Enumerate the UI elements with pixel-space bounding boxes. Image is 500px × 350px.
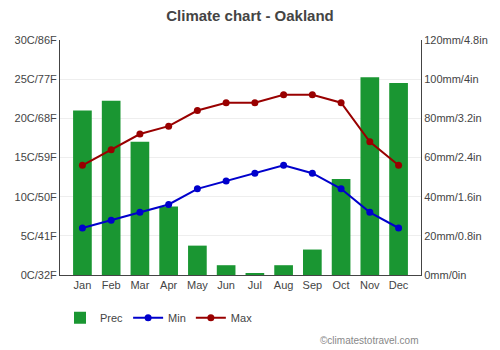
svg-text:©climatestotravel.com: ©climatestotravel.com — [320, 335, 419, 346]
svg-text:Aug: Aug — [274, 279, 294, 291]
svg-text:5C/41F: 5C/41F — [21, 230, 57, 242]
svg-text:Jun: Jun — [217, 279, 235, 291]
svg-text:120mm/4.8in: 120mm/4.8in — [424, 34, 488, 46]
svg-text:Min: Min — [168, 312, 186, 324]
svg-text:Mar: Mar — [130, 279, 149, 291]
svg-text:Climate chart - Oakland: Climate chart - Oakland — [166, 7, 334, 24]
svg-text:Max: Max — [231, 312, 252, 324]
svg-text:Oct: Oct — [333, 279, 350, 291]
svg-text:100mm/4in: 100mm/4in — [424, 73, 478, 85]
svg-text:Dec: Dec — [389, 279, 409, 291]
svg-text:0mm/0in: 0mm/0in — [424, 269, 466, 281]
svg-text:Prec: Prec — [100, 312, 123, 324]
svg-text:25C/77F: 25C/77F — [15, 73, 57, 85]
svg-text:20mm/0.8in: 20mm/0.8in — [424, 230, 481, 242]
svg-text:Apr: Apr — [160, 279, 177, 291]
svg-text:Feb: Feb — [102, 279, 121, 291]
svg-text:May: May — [187, 279, 208, 291]
svg-text:Sep: Sep — [303, 279, 323, 291]
svg-text:30C/86F: 30C/86F — [15, 34, 57, 46]
svg-text:0C/32F: 0C/32F — [21, 269, 57, 281]
svg-text:15C/59F: 15C/59F — [15, 151, 57, 163]
svg-text:10C/50F: 10C/50F — [15, 191, 57, 203]
svg-text:60mm/2.4in: 60mm/2.4in — [424, 151, 481, 163]
svg-text:Nov: Nov — [360, 279, 380, 291]
svg-text:Jul: Jul — [248, 279, 262, 291]
svg-text:40mm/1.6in: 40mm/1.6in — [424, 191, 481, 203]
svg-text:Jan: Jan — [74, 279, 92, 291]
svg-text:20C/68F: 20C/68F — [15, 112, 57, 124]
svg-text:80mm/3.2in: 80mm/3.2in — [424, 112, 481, 124]
